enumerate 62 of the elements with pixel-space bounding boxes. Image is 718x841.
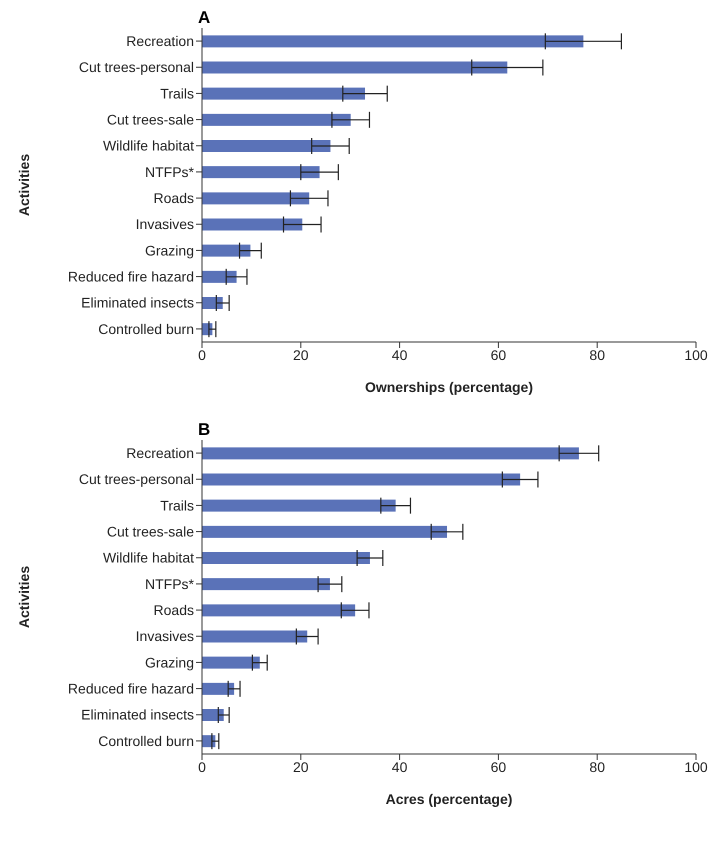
x-tick-label: 0 — [198, 346, 206, 363]
bar — [202, 270, 237, 283]
x-tick-label: 80 — [589, 758, 606, 775]
bar — [202, 88, 366, 100]
x-tick-label: 100 — [684, 346, 708, 363]
y-tick-label: Recreation — [126, 445, 194, 462]
bar — [202, 682, 234, 695]
y-tick-label: Invasives — [136, 216, 194, 232]
y-tick-label: Cut trees-sale — [106, 524, 194, 540]
y-tick-label: Cut trees-personal — [78, 471, 194, 488]
y-tick-label: Wildlife habitat — [102, 138, 194, 154]
y-tick-label: Controlled burn — [98, 320, 194, 337]
y-tick-label: Eliminated insects — [81, 294, 194, 311]
x-tick-label: 100 — [684, 758, 708, 775]
y-tick-label: Cut trees-sale — [106, 112, 194, 128]
y-tick-label: Eliminated insects — [81, 706, 194, 723]
bar — [202, 656, 260, 669]
bar — [202, 500, 396, 512]
x-tick-label: 80 — [589, 346, 606, 363]
bar — [202, 140, 330, 152]
y-tick-label: Wildlife habitat — [102, 550, 194, 566]
bar — [202, 218, 302, 230]
y-tick-label: Invasives — [136, 628, 194, 644]
y-tick-label: Reduced fire hazard — [68, 268, 194, 285]
x-tick-label: 40 — [392, 346, 408, 363]
x-tick-label: 60 — [490, 346, 506, 363]
y-axis-title: Activities — [16, 154, 32, 216]
y-tick-label: Reduced fire hazard — [68, 680, 194, 697]
y-tick-label: Cut trees-personal — [78, 59, 194, 76]
bar — [202, 552, 370, 564]
y-tick-label: Roads — [154, 602, 194, 618]
bar — [202, 61, 508, 74]
chart-title: A — [198, 8, 210, 28]
bar — [202, 244, 250, 257]
x-tick-label: 20 — [293, 758, 309, 775]
y-tick-label: Roads — [154, 190, 194, 206]
y-tick-label: NTFPs* — [145, 164, 195, 180]
y-tick-label: Grazing — [144, 242, 194, 258]
y-tick-label: Recreation — [126, 33, 194, 50]
bar — [202, 192, 310, 204]
y-tick-label: Trails — [160, 85, 194, 102]
y-axis-title: Activities — [16, 566, 32, 628]
y-tick-label: NTFPs* — [145, 576, 195, 592]
x-axis-title: Acres (percentage) — [386, 791, 512, 807]
bar — [202, 473, 520, 486]
x-tick-label: 0 — [198, 758, 206, 775]
y-tick-label: Controlled burn — [98, 732, 194, 749]
y-tick-label: Trails — [160, 497, 194, 514]
bar — [202, 526, 448, 538]
bar — [202, 166, 320, 178]
chart-title: B — [198, 420, 210, 440]
bar — [202, 35, 584, 48]
x-tick-label: 60 — [490, 758, 506, 775]
bar — [202, 604, 356, 616]
x-axis-title: Ownerships (percentage) — [364, 379, 534, 395]
bar — [202, 114, 351, 126]
bar — [202, 630, 308, 642]
y-tick-label: Grazing — [144, 654, 194, 670]
x-tick-label: 20 — [293, 346, 309, 363]
bar — [202, 578, 330, 590]
bar — [202, 447, 579, 460]
x-tick-label: 40 — [392, 758, 408, 775]
